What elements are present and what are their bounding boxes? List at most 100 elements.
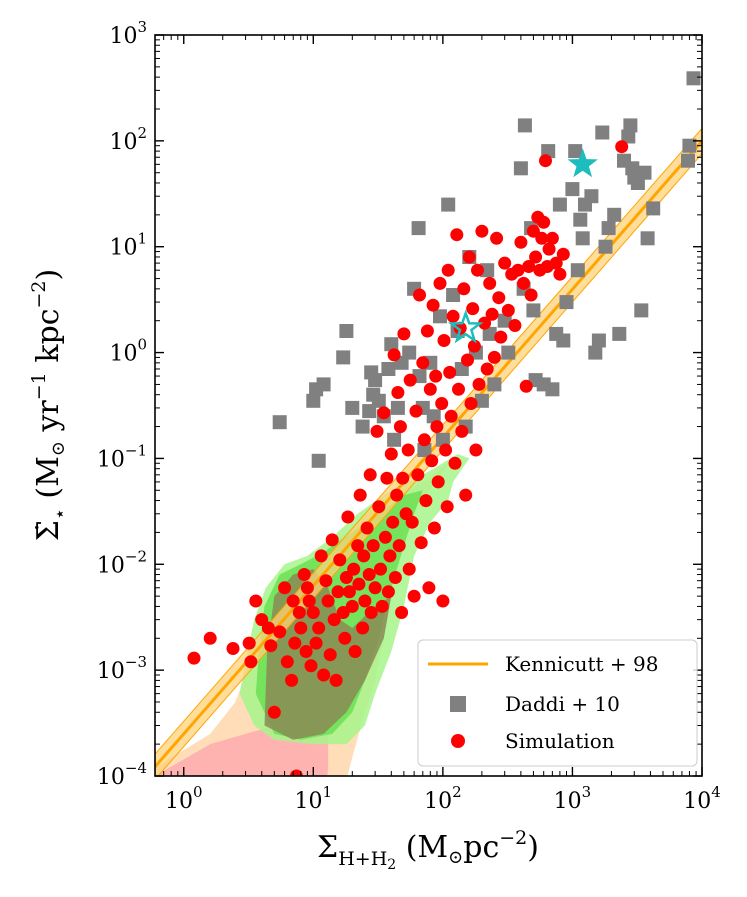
daddi-point [441,197,456,212]
y-tick-base: 10 [97,765,125,790]
daddi-point [387,432,402,447]
simulation-point [450,228,464,242]
y-tick-label: 10−1 [97,441,147,472]
simulation-point [378,530,392,544]
simulation-series [187,140,629,776]
y-axis-unit-mid: yr [31,400,66,441]
simulation-point [372,500,386,514]
simulation-point [226,642,240,655]
x-tick-base: 10 [165,789,193,814]
plot-area [155,71,702,776]
y-tick-label: 10−4 [97,759,147,790]
y-axis-subscript: ⋆ [49,508,71,520]
simulation-point [467,339,481,353]
y-axis-unit-open: (M [31,456,66,508]
simulation-point [413,288,426,302]
x-tick-label: 104 [683,783,721,814]
simulation-point [455,424,469,438]
daddi-point [588,345,603,360]
simulation-point [443,365,457,379]
y-tick-exponent: 3 [137,18,147,36]
y-tick-base: 10 [109,342,137,367]
daddi-point [623,118,638,133]
simulation-point [391,386,405,399]
simulation-point [339,571,353,584]
simulation-point [453,321,467,335]
y-tick-exponent: −3 [125,653,147,671]
simulation-point [347,562,361,576]
simulation-point [433,276,447,290]
simulation-point [244,655,258,669]
daddi-point [607,207,622,222]
simulation-point [402,562,416,576]
simulation-point [368,581,382,595]
daddi-point [565,182,580,197]
simulation-point [261,621,275,635]
daddi-point [634,303,649,318]
plot-frame [154,34,703,777]
daddi-point [552,197,567,212]
daddi-point [316,377,331,392]
simulation-point [411,468,425,482]
simulation-point [294,621,308,635]
y-tick-exponent: −1 [125,441,147,459]
simulation-point [317,668,331,682]
simulation-point [288,636,302,650]
x-tick-exponent: 1 [323,783,333,801]
simulation-point [401,443,415,457]
simulation-point [388,571,402,584]
simulation-point [319,574,333,588]
simulation-point [242,636,256,650]
simulation-point [472,377,486,391]
simulation-point [440,500,454,514]
daddi-point [595,125,610,140]
daddi-point [435,432,450,447]
simulation-point [471,263,484,277]
simulation-point [333,553,347,567]
daddi-point [568,144,583,159]
simulation-point [331,585,345,599]
daddi-point [474,393,489,408]
simulation-point [380,471,394,485]
open-star-marker [447,309,484,344]
simulation-point [464,397,478,410]
daddi-point [381,362,396,376]
x-tick-label: 101 [295,783,333,814]
y-tick-exponent: 2 [137,124,147,142]
y-axis-superscript-2: −2 [28,280,50,308]
simulation-point [370,424,384,438]
daddi-point [482,326,497,341]
simulation-point [478,316,492,330]
legend-label-kennicutt: Kennicutt + 98 [505,652,658,676]
simulation-point [615,140,629,154]
simulation-point [508,319,522,332]
simulation-point [278,581,292,595]
legend: Kennicutt + 98 Daddi + 10 Simulation [417,639,698,767]
legend-swatch-daddi [450,696,466,712]
x-axis-symbol: Σ [317,830,338,865]
daddi-point [384,337,399,352]
x-axis-subscript: H+H [338,848,387,870]
simulation-point [327,613,341,627]
daddi-point [411,221,426,236]
daddi-point [402,345,417,360]
simulation-point [429,369,443,383]
y-tick-exponent: 1 [137,230,147,248]
simulation-point [375,599,389,613]
simulation-point [461,353,474,367]
simulation-point [436,594,450,608]
y-axis-superscript-1: −1 [28,372,50,400]
daddi-point [640,231,655,246]
simulation-point [535,231,549,245]
simulation-point [417,433,431,447]
simulation-point [416,356,430,370]
highlight-stars [447,148,598,344]
y-tick-label: 102 [109,124,147,155]
y-tick-label: 100 [109,336,147,367]
simulation-point [351,539,365,553]
simulation-point [426,298,440,312]
x-axis-unit-close: ) [527,830,539,865]
daddi-point [355,419,370,434]
simulation-point [405,515,419,529]
